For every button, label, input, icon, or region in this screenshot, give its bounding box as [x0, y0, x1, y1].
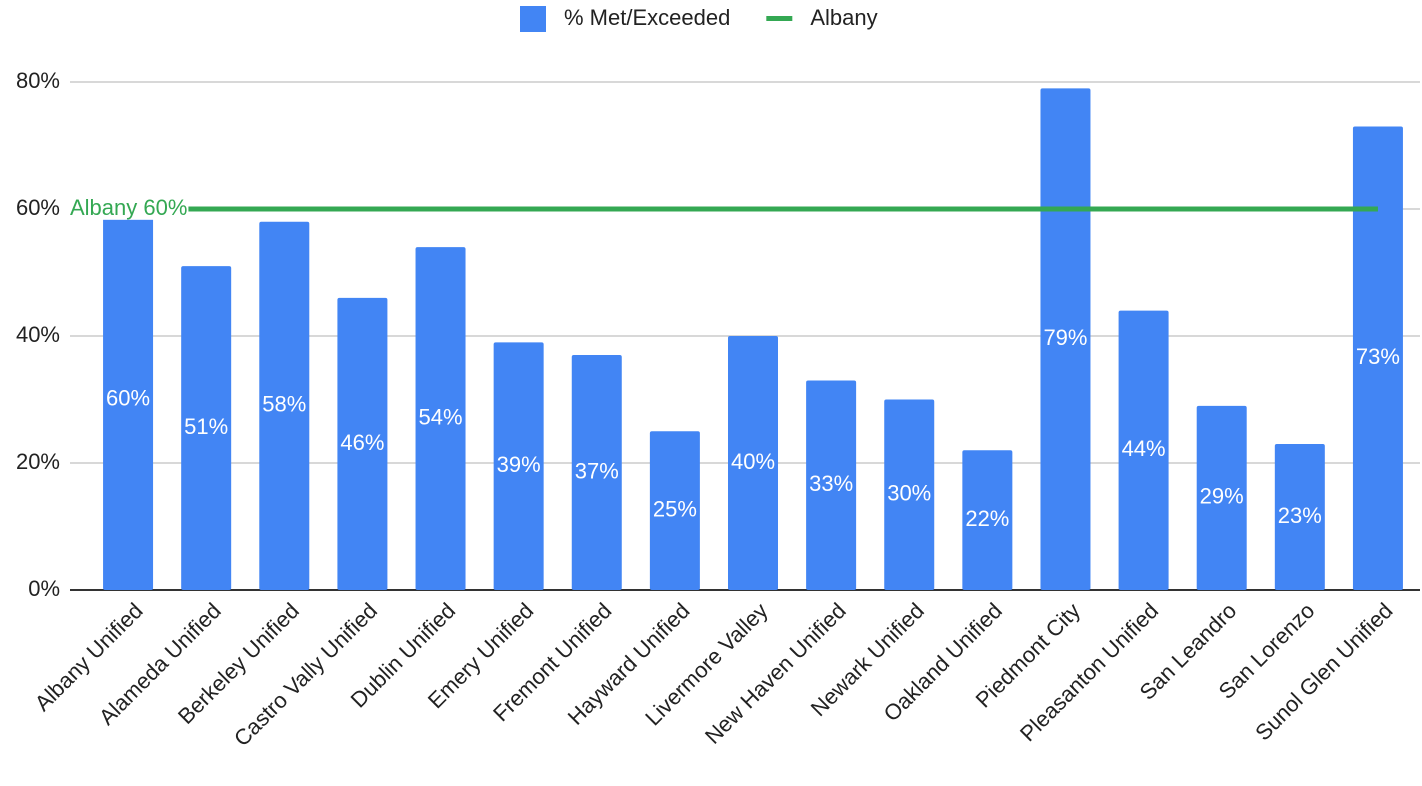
bar [103, 209, 154, 590]
y-tick-label: 40% [16, 322, 60, 347]
data-label: 54% [419, 404, 463, 429]
data-label: 51% [184, 414, 228, 439]
bar [806, 380, 857, 590]
data-label: 23% [1278, 503, 1322, 528]
bar [728, 336, 778, 590]
legend-label: Albany [810, 5, 877, 30]
data-label: 25% [653, 496, 697, 521]
bar [649, 431, 700, 590]
bar [493, 342, 544, 590]
bar [571, 355, 622, 590]
x-tick-label: Castro Vally Unified [229, 598, 382, 751]
data-label: 73% [1356, 344, 1400, 369]
annotation-bg [69, 194, 189, 220]
data-label: 33% [809, 471, 853, 496]
x-tick-label: New Haven Unified [700, 598, 851, 749]
bar [181, 266, 232, 590]
annotation: Albany 60% [70, 195, 187, 220]
data-label: 40% [731, 449, 775, 474]
data-label: 22% [965, 506, 1009, 531]
bar [884, 399, 935, 590]
legend: % Met/Exceeded Albany [520, 5, 878, 32]
bar [1118, 310, 1169, 590]
bar [1352, 126, 1403, 590]
legend-label: % Met/Exceeded [564, 5, 730, 30]
data-label: 46% [340, 430, 384, 455]
data-label: 37% [575, 458, 619, 483]
data-label: 39% [497, 452, 541, 477]
data-label: 58% [262, 392, 306, 417]
bar [1274, 443, 1325, 590]
x-tick-label: Pleasanton Unified [1015, 598, 1163, 746]
bar [1040, 88, 1091, 590]
legend-swatch [520, 6, 546, 32]
y-tick-label: 0% [28, 576, 60, 601]
legend-swatch [766, 16, 793, 21]
x-tick-label: Sunol Glen Unified [1250, 598, 1397, 745]
y-tick-label: 80% [16, 68, 60, 93]
data-label: 60% [106, 385, 150, 410]
data-label: 29% [1200, 484, 1244, 509]
bar [962, 450, 1013, 590]
bar [337, 297, 388, 590]
data-label: 30% [887, 481, 931, 506]
bar [415, 247, 466, 590]
y-tick-label: 20% [16, 449, 60, 474]
data-label: 79% [1043, 325, 1087, 350]
bar [259, 221, 310, 590]
data-label: 44% [1122, 436, 1166, 461]
bar [1196, 405, 1247, 590]
y-tick-label: 60% [16, 195, 60, 220]
